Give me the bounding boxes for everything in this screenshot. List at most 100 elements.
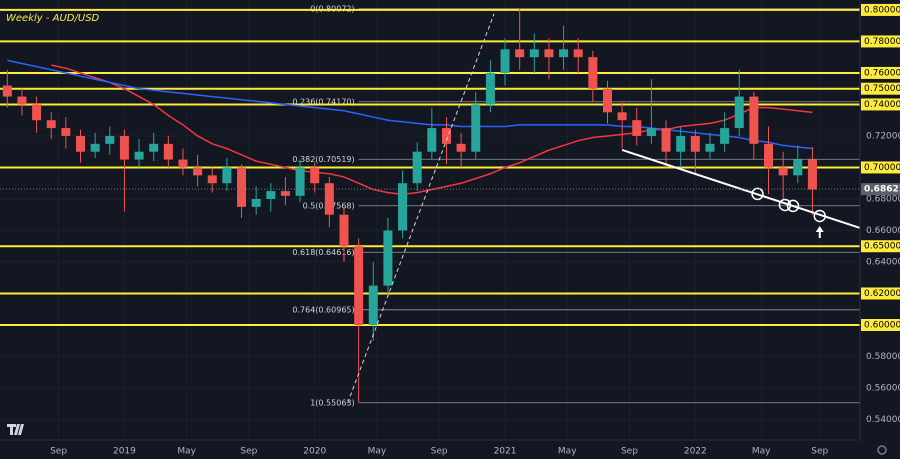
moving-average	[7, 59, 813, 150]
candle-body	[764, 143, 774, 168]
level-label-box	[861, 66, 900, 79]
candle-body	[134, 151, 144, 160]
level-label: 0.65000	[864, 242, 900, 252]
y-tick-label: 0.68000	[866, 194, 900, 204]
candle-body	[207, 175, 217, 184]
candle-body	[573, 49, 583, 58]
x-tick-label: May	[177, 447, 196, 457]
x-tick-label: Sep	[621, 447, 638, 457]
candle-body	[178, 159, 188, 168]
level-label-box	[861, 287, 900, 300]
fib-label: 0.236(0.74170)	[292, 97, 354, 106]
candle-body	[778, 167, 788, 176]
candle-body	[690, 135, 700, 152]
candle-body	[544, 49, 554, 58]
touch-circle	[751, 187, 764, 201]
candle-body	[339, 214, 349, 247]
candle-body	[32, 104, 42, 121]
arrow	[815, 225, 824, 238]
candle-body	[749, 96, 759, 144]
candle-body	[617, 112, 627, 121]
x-tick-label: 2020	[303, 447, 326, 457]
candle-body	[632, 120, 642, 136]
candle-body	[17, 96, 27, 105]
level-label-box	[861, 240, 900, 253]
chart-title: Weekly - AUD/USD	[6, 13, 100, 24]
candle-body	[90, 143, 100, 152]
moving-averages	[7, 59, 813, 195]
x-tick-label: Sep	[811, 447, 828, 457]
fib-label: 1(0.55063)	[310, 398, 354, 407]
candle-body	[76, 135, 86, 152]
candle-body	[793, 159, 803, 176]
fib-label: 0.764(0.60965)	[292, 305, 354, 314]
candle-body	[237, 167, 247, 207]
candle-body	[163, 143, 173, 160]
candle-body	[295, 167, 305, 196]
candle-body	[368, 285, 378, 325]
candle-body	[515, 49, 525, 58]
last-price-label: 0.68621	[864, 185, 900, 195]
gear[interactable]	[877, 445, 887, 455]
candle-body	[588, 57, 598, 89]
candle-body	[383, 230, 393, 286]
candle-body	[398, 183, 408, 231]
x-tick-label: Sep	[50, 447, 67, 457]
candle-body	[500, 49, 510, 73]
logo-mark	[7, 424, 24, 435]
touch-circle	[786, 199, 800, 213]
y-tick-label: 0.64000	[866, 257, 900, 267]
candle-body	[222, 167, 232, 184]
candle-body	[646, 128, 656, 136]
x-tick-label: 2021	[494, 447, 517, 457]
level-label: 0.78000	[864, 37, 900, 47]
candles	[2, 8, 817, 403]
x-tick-label: May	[368, 447, 387, 457]
annotations	[0, 13, 861, 403]
x-tick-label: 2022	[684, 447, 707, 457]
candle-body	[149, 143, 159, 152]
candle-body	[456, 143, 466, 152]
settings-icon[interactable]	[877, 445, 887, 455]
candle-body	[324, 183, 334, 215]
level-label: 0.70000	[864, 163, 900, 173]
touch-circle	[778, 198, 792, 212]
level-label-box	[861, 3, 900, 16]
x-tick-label: Sep	[240, 447, 257, 457]
candle-body	[485, 72, 495, 105]
fib-label: 0(0.80072)	[310, 4, 354, 13]
channel-line	[347, 13, 495, 403]
level-label-box	[861, 161, 900, 174]
level-label-box	[861, 318, 900, 331]
logo	[7, 424, 24, 435]
candle-body	[119, 135, 129, 160]
x-tick-label: 2019	[113, 447, 136, 457]
candle-body	[427, 128, 437, 152]
x-tick-label: May	[558, 447, 577, 457]
level-label: 0.60000	[864, 320, 900, 330]
level-label: 0.62000	[864, 289, 900, 299]
level-label: 0.75000	[864, 84, 900, 94]
candle-body	[2, 85, 12, 97]
touch-circle	[813, 209, 826, 223]
level-label: 0.74000	[864, 100, 900, 110]
candle-body	[441, 128, 451, 144]
x-tick-label: Sep	[431, 447, 448, 457]
candle-body	[471, 104, 481, 152]
fib-label: 0.618(0.64616)	[292, 248, 354, 257]
candle-body	[310, 167, 320, 184]
candle-body	[412, 151, 422, 184]
candle-body	[705, 143, 715, 152]
candle-body	[280, 191, 290, 196]
candle-body	[193, 167, 203, 176]
last-price-box	[861, 183, 900, 196]
y-tick-label: 0.54000	[866, 415, 900, 425]
candle-body	[61, 128, 71, 136]
level-label: 0.76000	[864, 68, 900, 78]
moving-average	[51, 64, 813, 195]
candle-body	[529, 49, 539, 58]
y-tick-label: 0.56000	[866, 384, 900, 394]
axis-labels: 0.54000 0.56000 0.58000 0.64000 0.66000 0.680…	[50, 3, 900, 457]
